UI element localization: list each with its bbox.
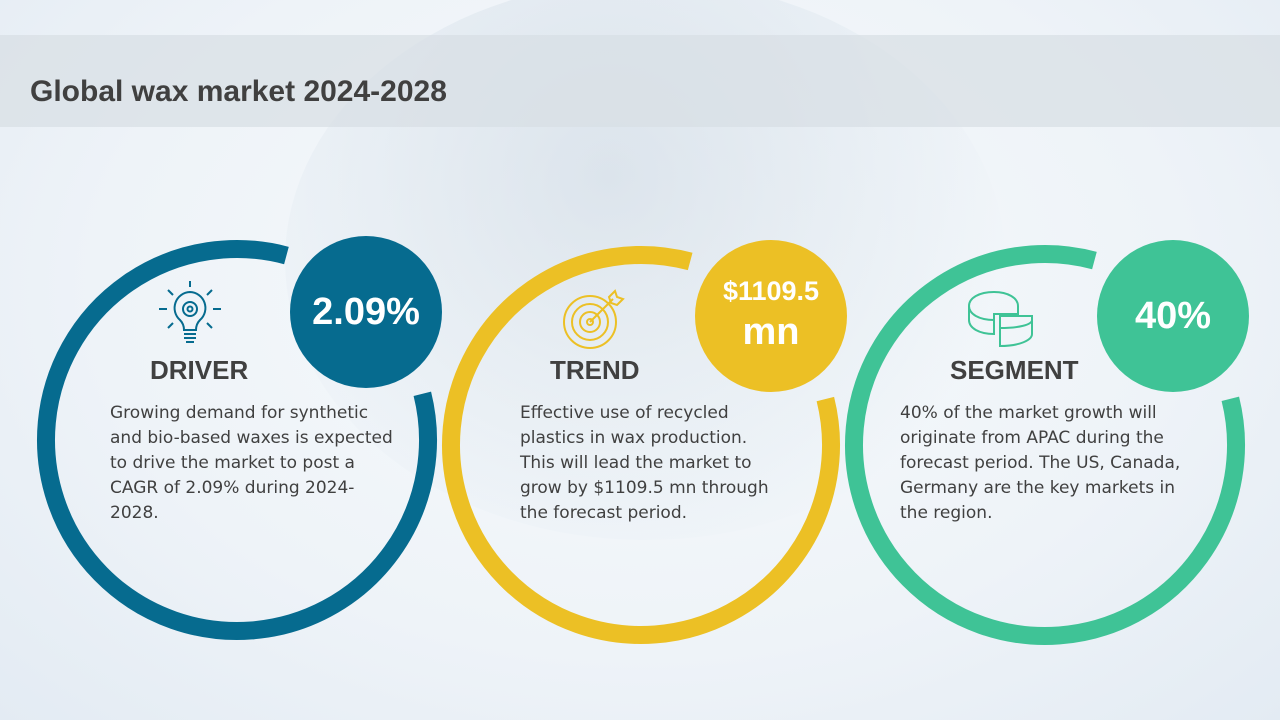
lightbulb-gear-icon: [159, 281, 221, 343]
driver-value-badge: 2.09%: [290, 236, 442, 388]
segment-value: 40%: [1134, 295, 1212, 337]
driver-heading: DRIVER: [150, 355, 249, 385]
segment-text: 40% of the market growth will originate …: [900, 403, 1181, 523]
trend-ring: [442, 246, 840, 644]
trend-value: $1109.5: [722, 276, 820, 307]
segment-heading: SEGMENT: [950, 355, 1079, 385]
target-arrow-icon: [563, 289, 625, 349]
trend-text: Effective use of recycled plastics in wa…: [520, 403, 769, 523]
title-band: [0, 35, 1280, 127]
page-title: Global wax market 2024-2028: [30, 75, 447, 108]
driver-text: Growing demand for synthetic and bio-bas…: [110, 403, 393, 523]
trend-heading: TREND: [550, 355, 640, 385]
segment-ring: [845, 245, 1245, 645]
driver-ring: [37, 240, 437, 640]
pie-chart-icon: [968, 290, 1033, 348]
trend-value-unit: mn: [742, 311, 800, 354]
driver-value: 2.09%: [312, 291, 420, 333]
segment-value-badge: 40%: [1097, 240, 1249, 392]
trend-value-badge: $1109.5 mn: [695, 240, 847, 392]
